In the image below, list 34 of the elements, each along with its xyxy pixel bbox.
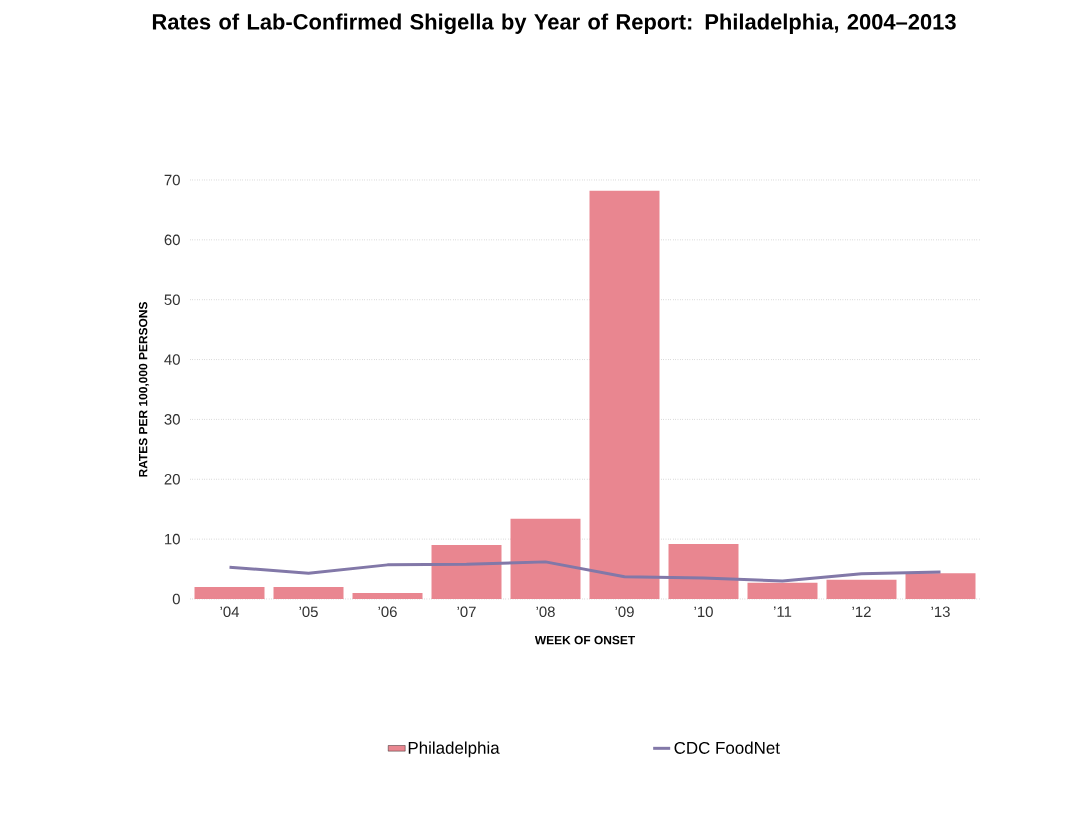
line-series <box>228 560 943 583</box>
x-tick-label: ’08 <box>536 606 555 618</box>
bar <box>905 573 976 599</box>
x-tick-label: ’07 <box>457 606 476 618</box>
legend-label: Philadelphia <box>408 741 500 758</box>
legend-label: CDC FoodNet <box>674 741 780 754</box>
bar <box>352 593 423 599</box>
x-tick-label: ’11 <box>774 606 792 617</box>
x-tick-label: ’12 <box>852 606 871 617</box>
x-tick-label: ’10 <box>694 606 713 618</box>
x-tick-label: ’06 <box>378 606 397 618</box>
bar <box>589 190 660 599</box>
bar <box>510 518 581 599</box>
bar <box>431 545 502 599</box>
x-tick-label: ’13 <box>931 606 950 618</box>
y-tick-label: 60 <box>164 234 180 246</box>
y-tick-label: 30 <box>164 414 180 425</box>
bar <box>747 582 818 599</box>
y-axis-title: RATES PER 100,000 PERSONS <box>138 302 150 477</box>
bar <box>194 587 265 599</box>
chart-title: Rates of Lab-Confirmed Shigella by Year of Report: Philadelphia, 2004–2013 <box>152 13 956 35</box>
y-tick-label: 10 <box>165 533 180 545</box>
y-tick-label: 0 <box>172 593 180 605</box>
y-tick-label: 20 <box>164 473 180 485</box>
bar <box>273 587 344 599</box>
bar <box>826 579 897 599</box>
x-axis-title: WEEK OF ONSET <box>534 635 636 645</box>
y-tick-label: 50 <box>164 294 180 305</box>
x-tick-label: ’04 <box>220 606 240 618</box>
bar <box>668 543 739 599</box>
x-tick-label: ’05 <box>299 606 318 618</box>
y-tick-label: 70 <box>164 174 180 186</box>
x-tick-label: ’09 <box>615 606 634 618</box>
y-tick-label: 40 <box>164 354 180 365</box>
